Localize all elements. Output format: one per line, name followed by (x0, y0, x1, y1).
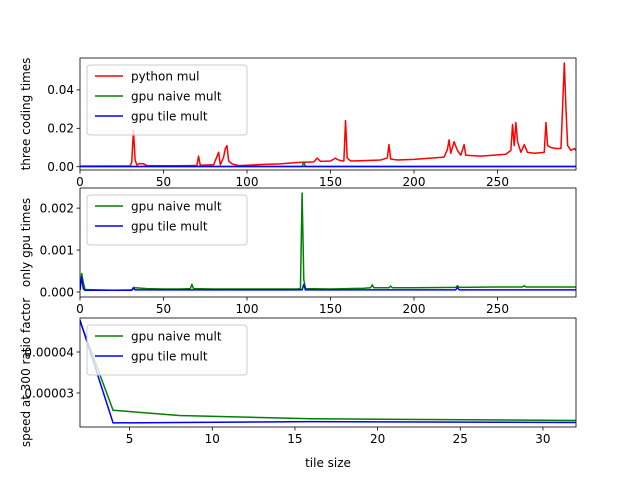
legend-entry: python mul (131, 70, 199, 84)
axes-frame (79, 187, 577, 298)
legend-box (86, 64, 248, 136)
legend-entry: gpu naive mult (131, 330, 222, 344)
x-tick-label: 250 (486, 175, 509, 189)
y-axis-label: speed at 300 ratio factor (19, 298, 33, 447)
x-tick-label: 100 (236, 302, 259, 316)
legend: python mul gpu naive mult gpu tile mult (86, 64, 248, 136)
legend-entry: gpu tile mult (131, 220, 208, 234)
y-tick-label: 0.00003 (24, 386, 74, 400)
x-tick-label: 250 (486, 302, 509, 316)
x-tick-label: 20 (370, 432, 385, 446)
x-tick-label: 50 (156, 302, 171, 316)
legend: gpu naive mult gpu tile mult (86, 324, 248, 376)
series-line-gpu-tile-mult (80, 276, 576, 292)
series-line-gpu-tile-mult (80, 319, 576, 424)
x-tick-label: 200 (403, 302, 426, 316)
y-axis-label: three coding times (19, 58, 33, 171)
axes-frame (79, 57, 577, 171)
x-tick-label: 15 (287, 432, 302, 446)
y-tick-label: 0.002 (40, 201, 74, 215)
legend-box (86, 194, 248, 246)
x-tick-label: 25 (453, 432, 468, 446)
x-tick-label: 50 (156, 175, 171, 189)
x-tick-label: 0 (76, 302, 84, 316)
y-axis-label: only gpu times (19, 198, 33, 287)
x-tick-label: 100 (236, 175, 259, 189)
x-axis-label: tile size (305, 456, 351, 470)
y-tick-label: 0.04 (47, 83, 74, 97)
y-tick-label: 0.000 (40, 285, 74, 299)
axes-frame (79, 317, 577, 428)
y-tick-label: 0.001 (40, 243, 74, 257)
y-tick-label: 0.00004 (24, 345, 74, 359)
x-tick-label: 5 (126, 432, 134, 446)
series-line-python-mul (80, 62, 576, 167)
legend-entry: gpu tile mult (131, 110, 208, 124)
x-tick-label: 30 (535, 432, 550, 446)
subplot-2: 0 50 100 150 200 250 0.000 0.001 0.002 only gpu t… (19, 187, 577, 316)
legend-entry: gpu naive mult (131, 90, 222, 104)
x-tick-label: 150 (319, 175, 342, 189)
x-tick-label: 0 (76, 175, 84, 189)
series-line-gpu-naive-mult (80, 321, 576, 422)
x-tick-label: 200 (403, 175, 426, 189)
legend: gpu naive mult gpu tile mult (86, 194, 248, 246)
subplot-1: 0 50 100 150 200 250 0.00 0.02 0.04 three coding … (19, 57, 577, 189)
y-tick-label: 0.00 (47, 160, 74, 174)
y-tick-label: 0.02 (47, 122, 74, 136)
legend-box (86, 324, 248, 376)
x-tick-label: 150 (319, 302, 342, 316)
legend-entry: gpu tile mult (131, 350, 208, 364)
series-line-gpu-naive-mult (80, 192, 576, 292)
x-tick-label: 10 (205, 432, 220, 446)
legend-entry: gpu naive mult (131, 200, 222, 214)
